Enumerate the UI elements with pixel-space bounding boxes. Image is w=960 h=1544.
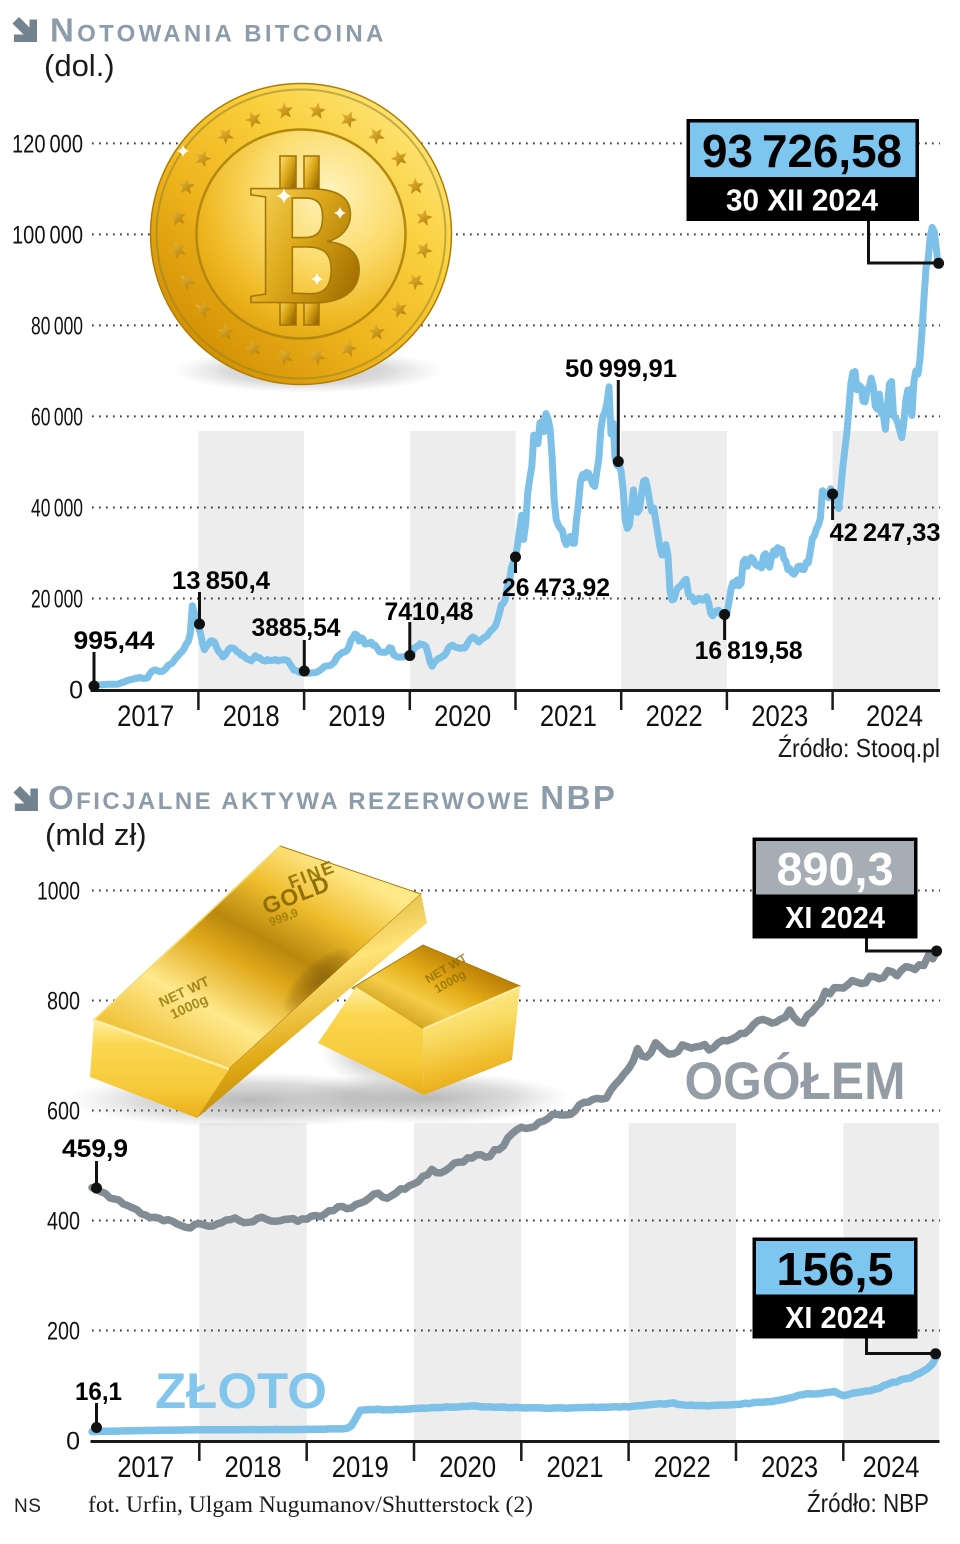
svg-text:NS: NS: [14, 1496, 41, 1517]
svg-text:2022: 2022: [654, 1451, 711, 1484]
svg-text:60 000: 60 000: [31, 403, 83, 431]
svg-text:26 473,92: 26 473,92: [502, 574, 610, 602]
svg-text:459,9: 459,9: [62, 1135, 128, 1163]
svg-text:93 726,58: 93 726,58: [702, 125, 902, 177]
svg-text:0: 0: [69, 677, 83, 705]
svg-text:Źródło: NBP: Źródło: NBP: [807, 1488, 929, 1518]
svg-text:13 850,4: 13 850,4: [172, 567, 270, 595]
svg-text:2023: 2023: [761, 1451, 818, 1484]
svg-text:2018: 2018: [225, 1451, 282, 1484]
svg-text:NOTOWANIA BITCOINA: NOTOWANIA BITCOINA: [50, 12, 387, 49]
svg-text:2024: 2024: [863, 1451, 920, 1484]
svg-text:50 999,91: 50 999,91: [565, 355, 677, 383]
svg-text:2021: 2021: [547, 1451, 604, 1484]
svg-text:2019: 2019: [328, 700, 385, 733]
svg-text:XI 2024: XI 2024: [785, 1300, 886, 1335]
svg-text:400: 400: [47, 1208, 80, 1236]
svg-text:(dol.): (dol.): [44, 48, 115, 83]
svg-text:40 000: 40 000: [31, 495, 83, 523]
svg-text:80 000: 80 000: [31, 312, 83, 340]
svg-text:42 247,33: 42 247,33: [830, 519, 941, 547]
svg-text:OGÓŁEM: OGÓŁEM: [685, 1051, 906, 1111]
svg-text:995,44: 995,44: [74, 627, 155, 655]
svg-text:2022: 2022: [646, 700, 703, 733]
svg-text:16,1: 16,1: [75, 1378, 122, 1406]
svg-text:Źródło: Stooq.pl: Źródło: Stooq.pl: [778, 733, 940, 763]
svg-text:890,3: 890,3: [777, 843, 894, 895]
svg-text:30 XII 2024: 30 XII 2024: [726, 183, 879, 218]
svg-text:(mld zł): (mld zł): [45, 817, 147, 852]
svg-text:XI 2024: XI 2024: [785, 900, 886, 935]
svg-text:156,5: 156,5: [777, 1243, 894, 1295]
svg-text:120 000: 120 000: [12, 130, 83, 158]
svg-text:ZŁOTO: ZŁOTO: [155, 1363, 327, 1419]
svg-text:0: 0: [66, 1428, 80, 1456]
svg-text:B: B: [248, 148, 364, 341]
svg-text:7410,48: 7410,48: [385, 598, 474, 626]
svg-text:100 000: 100 000: [12, 221, 83, 249]
svg-text:3885,54: 3885,54: [252, 614, 341, 642]
svg-text:1000: 1000: [37, 878, 80, 906]
svg-text:16 819,58: 16 819,58: [695, 637, 803, 665]
svg-text:2020: 2020: [439, 1451, 496, 1484]
svg-text:2021: 2021: [540, 700, 597, 733]
svg-text:OFICJALNE AKTYWA REZERWOWE NBP: OFICJALNE AKTYWA REZERWOWE NBP: [48, 779, 617, 816]
svg-text:2019: 2019: [332, 1451, 389, 1484]
svg-text:20 000: 20 000: [31, 586, 83, 614]
svg-text:2020: 2020: [434, 700, 491, 733]
svg-text:200: 200: [47, 1318, 80, 1346]
svg-text:2024: 2024: [866, 700, 923, 733]
svg-text:2017: 2017: [117, 700, 174, 733]
svg-text:800: 800: [47, 988, 80, 1016]
svg-text:2017: 2017: [117, 1451, 174, 1484]
svg-text:2018: 2018: [223, 700, 280, 733]
svg-text:fot. Urfin, Ulgam Nugumanov/Sh: fot. Urfin, Ulgam Nugumanov/Shutterstock…: [88, 1492, 533, 1517]
svg-text:2023: 2023: [751, 700, 808, 733]
